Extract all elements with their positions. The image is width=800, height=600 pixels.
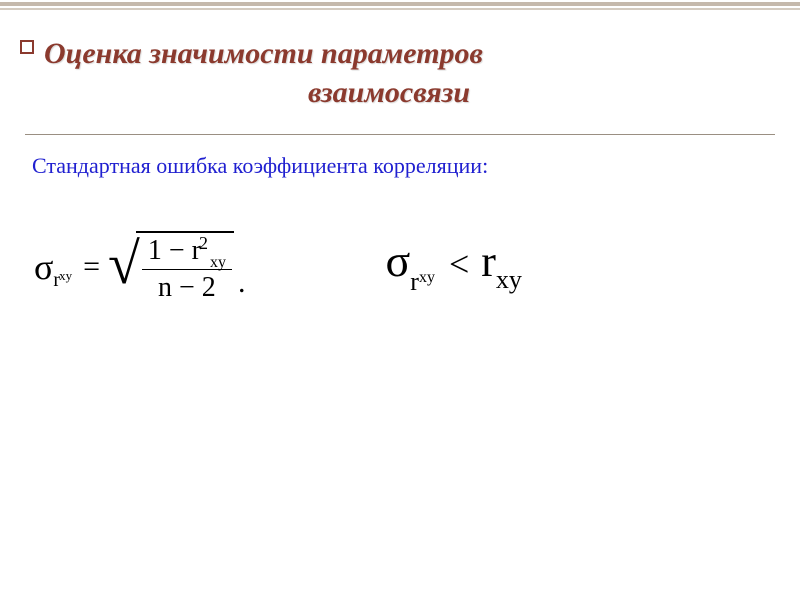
title-line-2: взаимосвязи: [44, 73, 774, 112]
equals-sign: =: [83, 250, 100, 284]
denominator: n − 2: [152, 270, 222, 306]
subscript-xy: xy: [59, 268, 72, 283]
num-minus: −: [169, 235, 185, 266]
radical-symbol: √: [108, 235, 140, 293]
den-n: n: [158, 272, 172, 303]
less-than-sign: <: [449, 243, 469, 285]
slide-title: Оценка значимости параметров взаимосвязи: [44, 34, 774, 112]
sigma-subscript: rxy: [53, 269, 73, 292]
fraction: 1 − r2xy n − 2: [140, 233, 234, 307]
top-decorative-bar: [0, 0, 800, 12]
num-r-term: r2xy: [192, 235, 226, 267]
r-subscript: xy: [496, 265, 522, 295]
r-symbol: r: [481, 236, 496, 287]
period: .: [238, 266, 246, 300]
fraction-container: 1 − r2xy n − 2: [140, 231, 234, 306]
numerator: 1 − r2xy: [142, 233, 232, 269]
title-line-1: Оценка значимости параметров: [44, 37, 483, 70]
subscript-r: r: [410, 267, 419, 296]
sigma-symbol: σ: [385, 234, 410, 287]
den-minus: −: [179, 272, 195, 303]
title-bullet-marker: [20, 40, 34, 54]
formula-sigma-definition: σ rxy = √ 1 − r2xy n: [34, 229, 245, 304]
sigma-subscript: rxy: [410, 267, 435, 297]
square-root: √ 1 − r2xy n − 2: [108, 229, 234, 304]
den-two: 2: [202, 272, 216, 303]
top-bar-line: [0, 8, 800, 10]
num-r-sub: xy: [210, 254, 226, 271]
num-r-sup: 2: [199, 233, 208, 253]
formula-area: σ rxy = √ 1 − r2xy n: [0, 179, 800, 304]
sigma-symbol: σ: [34, 246, 53, 288]
subtitle-text: Стандартная ошибка коэффициента корреляц…: [0, 135, 800, 179]
subscript-xy: xy: [419, 269, 435, 286]
num-one: 1: [148, 235, 162, 266]
formula-inequality: σ rxy < r xy: [385, 234, 521, 287]
title-row: Оценка значимости параметров взаимосвязи: [0, 12, 800, 124]
top-bar-line: [0, 2, 800, 6]
